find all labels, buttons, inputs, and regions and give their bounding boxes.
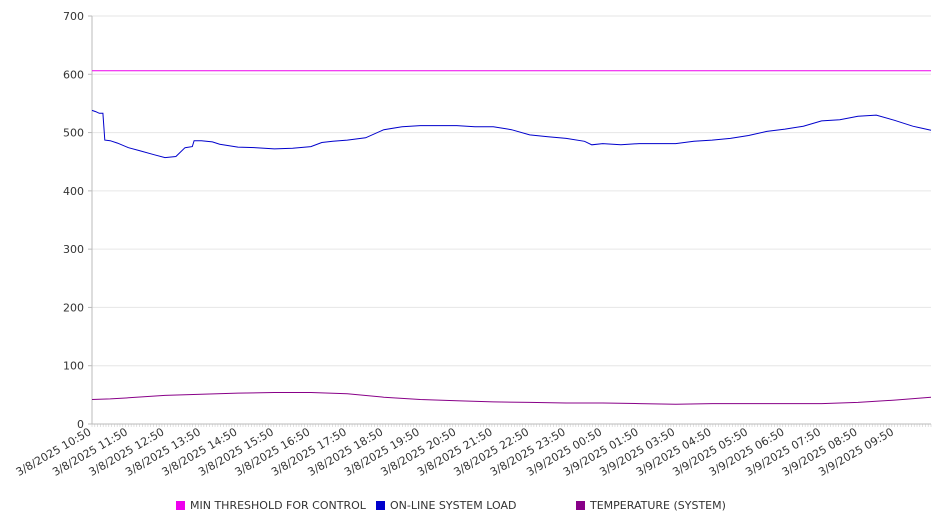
grid (92, 15, 931, 367)
series-line-2 (91, 392, 932, 405)
legend-swatch-1 (376, 501, 385, 510)
x-axis-ticks: 3/8/2025 10:503/8/2025 11:503/8/2025 12:… (14, 424, 932, 479)
series-lines (91, 70, 932, 405)
y-tick-label: 0 (77, 418, 84, 431)
legend-swatch-2 (576, 501, 585, 510)
y-tick-label: 700 (63, 10, 84, 23)
y-tick-label: 500 (63, 127, 84, 140)
y-tick-label: 200 (63, 301, 84, 314)
legend: MIN THRESHOLD FOR CONTROL ON-LINE SYSTEM … (176, 499, 726, 512)
series-line-1 (91, 109, 932, 159)
legend-label-2: TEMPERATURE (SYSTEM) (589, 499, 726, 512)
y-tick-label: 100 (63, 360, 84, 373)
y-axis-ticks: 0 100 200 300 400 500 600 700 (63, 10, 92, 431)
y-tick-label: 400 (63, 185, 84, 198)
y-tick-label: 300 (63, 243, 84, 256)
legend-label-1: ON-LINE SYSTEM LOAD (390, 499, 516, 512)
legend-label-0: MIN THRESHOLD FOR CONTROL (190, 499, 367, 512)
y-tick-label: 600 (63, 68, 84, 81)
legend-swatch-0 (176, 501, 185, 510)
